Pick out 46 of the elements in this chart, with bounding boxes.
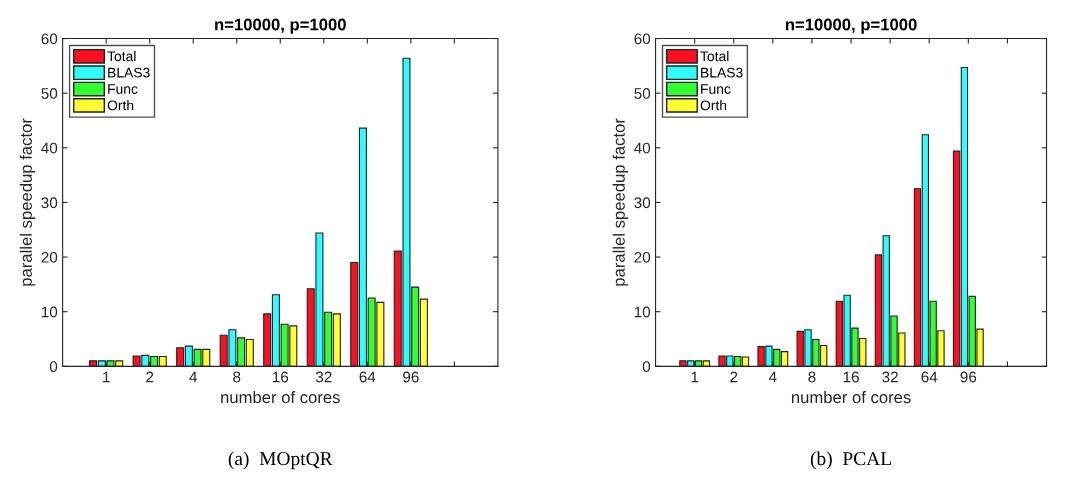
x-tick-label: 96 [960,371,977,383]
y-tick-label: 60 [634,33,651,45]
legend-label: Total [107,50,136,62]
x-tick-label: 8 [233,371,241,383]
x-tick-label: 32 [882,371,898,383]
x-axis-title: number of cores [221,390,340,404]
x-tick-label: 16 [843,371,859,383]
x-tick-label: 4 [768,371,777,383]
y-tick-label: 10 [41,306,58,318]
y-axis-title: parallel speedup factor [19,118,36,286]
y-tick-label: 40 [634,142,651,154]
legend-label: Func [701,84,731,94]
legend-label: Func [108,84,138,94]
y-tick-label: 20 [634,251,651,263]
x-tick-label: 64 [359,371,376,383]
legend-label: BLAS3 [701,67,743,78]
text: (a) MOptQR [228,451,333,470]
y-tick-label: 10 [634,306,651,318]
x-tick-label: 2 [730,371,738,383]
legend-label: Total [700,50,729,62]
y-tick-label: 50 [41,88,58,99]
y-tick-label: 0 [642,361,651,373]
x-tick-label: 32 [315,371,332,383]
y-axis-title: parallel speedup factor [612,118,629,286]
x-axis-title: number of cores [791,390,911,404]
y-tick-label: 30 [634,197,651,209]
y-tick-label: 60 [41,33,58,45]
y-tick-label: 20 [41,251,58,263]
chart-title: n=10000, p=1000 [785,18,917,34]
x-tick-label: 64 [921,371,938,383]
x-tick-label: 1 [691,371,699,383]
x-tick-label: 4 [189,371,198,383]
chart-title: n=10000, p=1000 [215,18,346,34]
x-tick-label: 2 [146,371,154,383]
y-tick-label: 0 [49,361,58,373]
x-tick-label: 1 [103,371,110,383]
x-tick-label: 16 [272,371,289,383]
y-tick-label: 30 [41,197,58,209]
x-tick-label: 96 [403,371,419,383]
y-tick-label: 50 [634,88,651,99]
legend-label: BLAS3 [108,67,150,78]
legend-label: Orth [107,100,134,111]
text: (b) PCAL [810,451,891,470]
y-tick-label: 40 [41,142,58,154]
x-tick-label: 8 [808,371,816,383]
legend-label: Orth [700,100,727,111]
